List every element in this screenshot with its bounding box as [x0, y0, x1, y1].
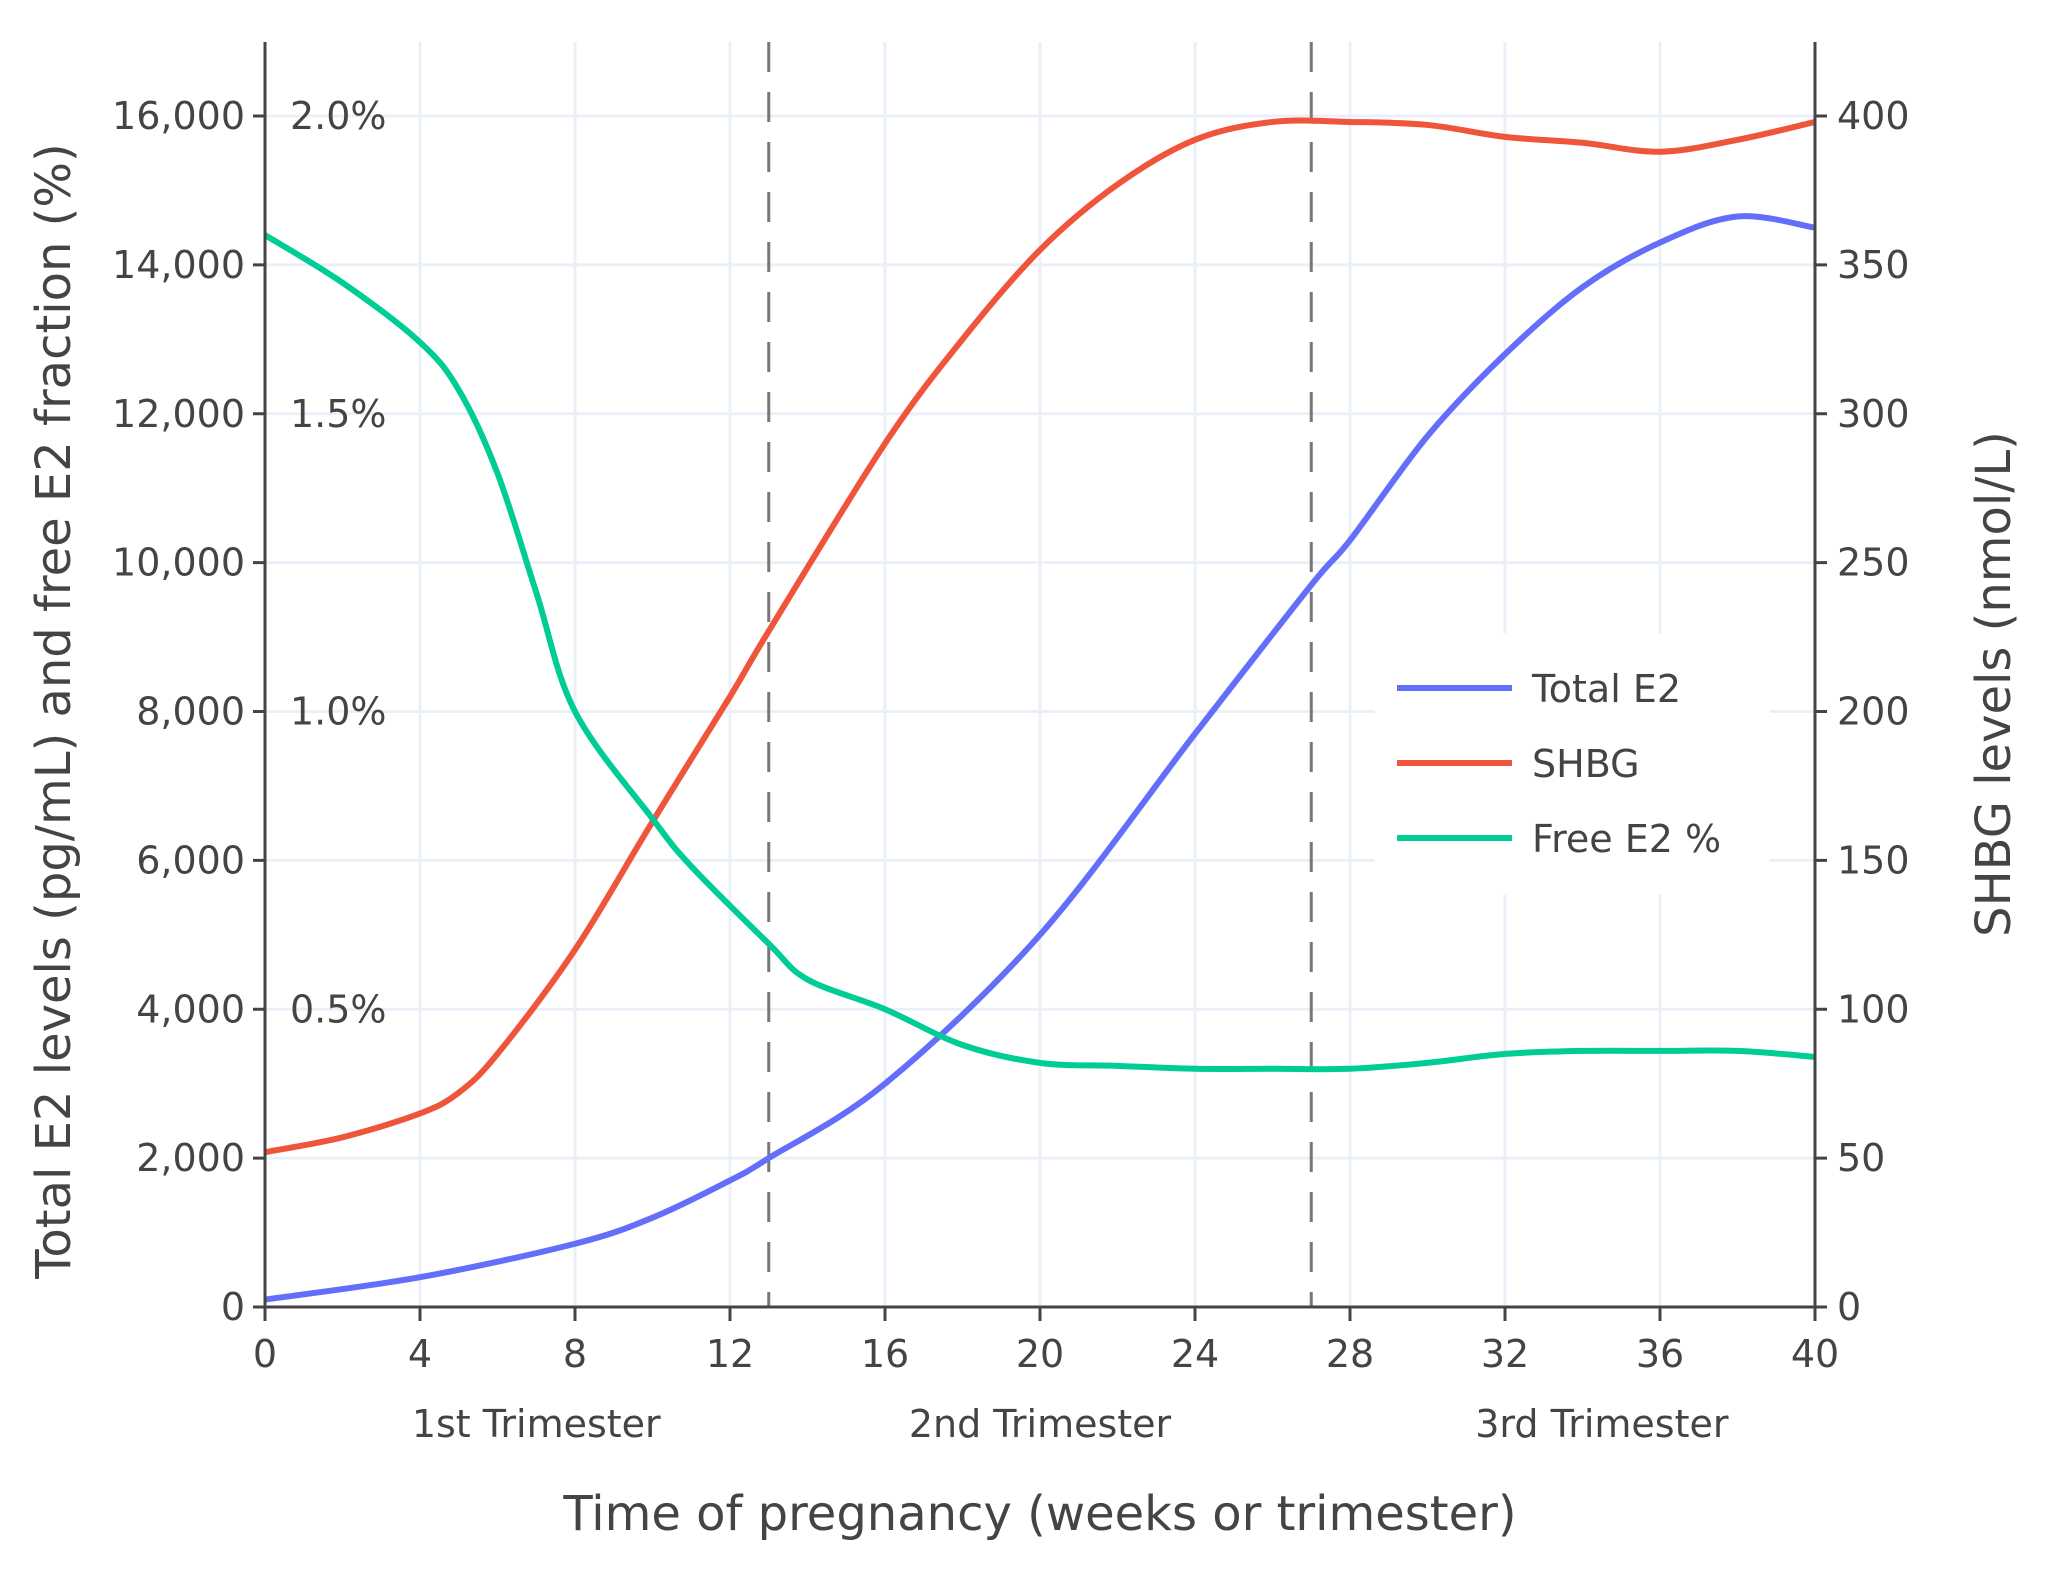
y-right-tick-label: 400 [1837, 94, 1910, 138]
y-percent-tick-label: 1.0% [290, 690, 387, 734]
y-right-tick-label: 0 [1837, 1285, 1861, 1329]
legend-label: SHBG [1532, 742, 1640, 786]
y-left-tick-label: 14,000 [112, 243, 245, 287]
legend-label: Free E2 % [1532, 817, 1721, 861]
x-tick-label: 16 [861, 1332, 909, 1376]
y-axis-left-title: Total E2 levels (pg/mL) and free E2 frac… [26, 143, 82, 1280]
y-left-tick-label: 6,000 [136, 838, 245, 882]
y-left-tick-label: 8,000 [136, 690, 245, 734]
x-tick-label: 0 [253, 1332, 277, 1376]
legend-label: Total E2 [1531, 667, 1681, 711]
y-left-tick-label: 16,000 [112, 94, 245, 138]
series-lines [263, 117, 1816, 1303]
y-left-tick-label: 12,000 [112, 392, 245, 436]
trimester-label: 2nd Trimester [909, 1402, 1172, 1446]
x-tick-label: 32 [1481, 1332, 1529, 1376]
y-right-tick-label: 250 [1837, 541, 1910, 585]
y-percent-tick-label: 1.5% [290, 392, 387, 436]
tick-labels: 0 4 8 12 16 20 24 28 32 36 4002,0004,0006,0008,000… [112, 94, 1910, 1446]
y-left-tick-label: 0 [221, 1285, 245, 1329]
y-left-tick-label: 4,000 [136, 987, 245, 1031]
y-right-tick-label: 100 [1837, 987, 1910, 1031]
trimester-label: 1st Trimester [412, 1402, 661, 1446]
y-axis-right-title: SHBG levels (nmol/L) [1966, 431, 2022, 937]
y-percent-tick-label: 2.0% [290, 94, 387, 138]
x-tick-label: 8 [563, 1332, 587, 1376]
x-tick-label: 20 [1016, 1332, 1064, 1376]
trimester-dividers [767, 42, 1313, 1307]
x-tick-label: 28 [1326, 1332, 1374, 1376]
x-tick-label: 24 [1171, 1332, 1219, 1376]
series-line-shbg [264, 117, 1816, 1156]
trimester-label: 3rd Trimester [1475, 1402, 1729, 1446]
x-tick-label: 12 [706, 1332, 754, 1376]
y-right-tick-label: 50 [1837, 1136, 1885, 1180]
series-line-total-e2 [264, 213, 1816, 1303]
x-axis-title: Time of pregnancy (weeks or trimester) [562, 1486, 1516, 1542]
y-left-tick-label: 2,000 [136, 1136, 245, 1180]
y-percent-tick-label: 0.5% [290, 987, 387, 1031]
x-tick-label: 36 [1636, 1332, 1684, 1376]
y-right-tick-label: 300 [1837, 392, 1910, 436]
legend: Total E2 SHBG Free E2 % [1375, 633, 1770, 895]
series-line-free-e2- [263, 232, 1816, 1073]
y-left-tick-label: 10,000 [112, 541, 245, 585]
y-right-tick-label: 350 [1837, 243, 1910, 287]
y-right-tick-label: 200 [1837, 690, 1910, 734]
y-right-tick-label: 150 [1837, 838, 1910, 882]
x-tick-label: 4 [408, 1332, 432, 1376]
x-tick-label: 40 [1791, 1332, 1839, 1376]
